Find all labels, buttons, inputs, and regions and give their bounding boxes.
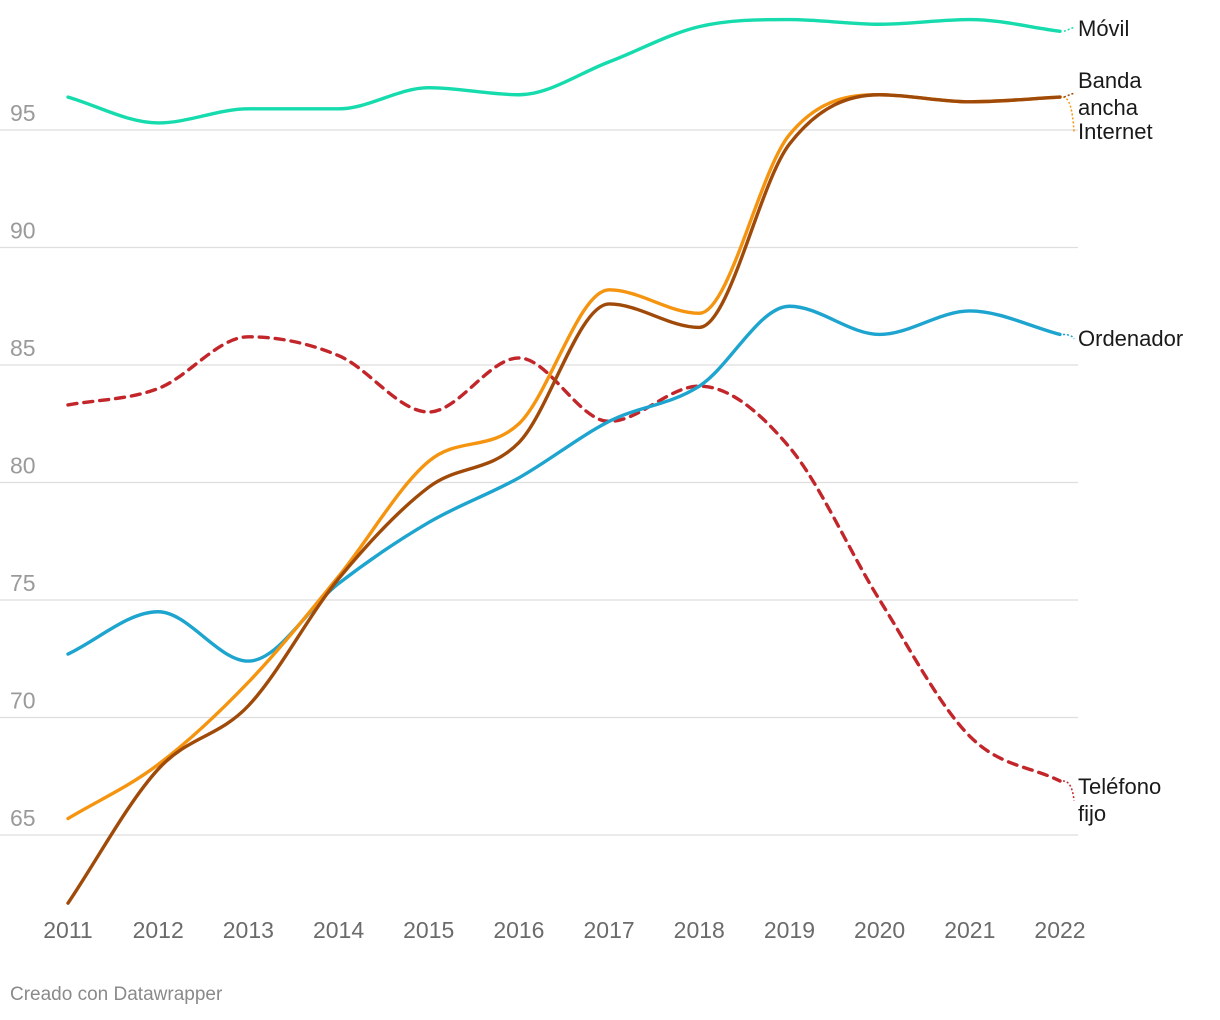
y-tick-label: 70 [10,688,36,714]
series-labels: MóvilInternetBandaanchaOrdenadorTeléfono… [1062,16,1183,826]
series-label-group: Ordenador [1062,326,1183,351]
x-tick-label: 2016 [493,917,544,943]
x-tick-label: 2021 [944,917,995,943]
series-line-teléfono-fijo [66,335,1062,783]
series-line-banda-ancha [66,93,1062,905]
label-connector [1063,92,1075,98]
y-tick-label: 75 [10,570,36,596]
series-label: Teléfono [1078,774,1161,799]
series-label: Internet [1078,119,1153,144]
series-label: ancha [1078,95,1139,120]
series-label: Ordenador [1078,326,1183,351]
series-lines [66,17,1062,905]
x-tick-label: 2019 [764,917,815,943]
x-axis-ticks: 2011 2012 2013 2014 2015 2016 2017 2018 2019 2020… [43,917,1085,943]
datawrapper-credit: Creado con Datawrapper [10,984,223,1005]
x-tick-label: 2020 [854,917,905,943]
y-tick-label: 95 [10,100,36,126]
label-connector [1062,96,1075,133]
x-tick-label: 2014 [313,917,364,943]
series-label: fijo [1078,801,1106,826]
x-tick-label: 2022 [1034,917,1085,943]
x-tick-label: 2013 [223,917,274,943]
series-label-group: Internet [1062,96,1153,144]
label-connector [1062,333,1075,340]
y-tick-label: 90 [10,218,36,244]
series-line-internet [66,93,1062,821]
y-tick-label: 65 [10,805,36,831]
x-tick-label: 2012 [133,917,184,943]
label-connector [1063,26,1075,32]
series-label: Banda [1078,68,1142,93]
x-tick-label: 2017 [584,917,635,943]
series-label-group: Móvil [1063,16,1129,41]
y-tick-label: 80 [10,453,36,479]
series-line-móvil [66,17,1062,125]
y-axis-ticks: 65 70 75 80 85 90 95 [10,100,36,831]
label-connector [1062,780,1075,801]
series-label: Móvil [1078,16,1129,41]
series-line-ordenador [66,304,1062,663]
x-tick-label: 2011 [43,917,92,943]
gridlines [0,129,1078,836]
y-tick-label: 85 [10,335,36,361]
x-tick-label: 2018 [674,917,725,943]
x-tick-label: 2015 [403,917,454,943]
